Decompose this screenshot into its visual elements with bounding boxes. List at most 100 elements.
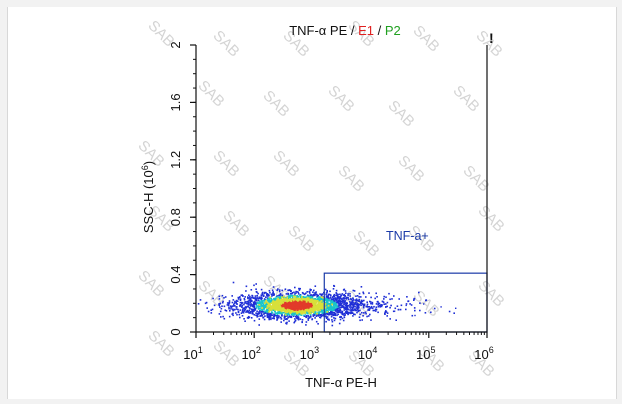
y-tick-label: 1.6 [168,93,183,111]
event-dot [331,324,334,327]
event-dot [340,315,342,318]
event-dot [310,289,312,291]
event-dot [336,311,338,314]
event-dot [311,308,314,310]
event-dot [248,302,250,305]
event-dot [313,314,316,316]
event-dot [286,296,289,299]
event-dot [285,299,287,302]
event-dot [284,318,286,320]
watermark-text: SAB [475,202,508,235]
event-dot [315,320,318,323]
event-dot [295,301,298,303]
event-dot [274,303,277,305]
event-dot [392,310,395,313]
event-dot [232,308,234,310]
event-dot [313,307,316,310]
event-dot [234,308,236,311]
event-dot [386,301,389,304]
event-dot [318,306,321,308]
event-dot [280,304,282,307]
event-dot [280,310,283,313]
event-dot [373,309,376,312]
event-dot [375,303,378,305]
event-dot [338,296,341,298]
event-dot [272,286,275,288]
event-dot [391,298,393,300]
watermark-text: SAB [325,82,358,115]
event-dot [272,316,275,318]
event-dot [296,316,299,319]
event-dot [256,314,258,316]
event-dot [310,296,313,298]
event-dot [319,299,321,302]
event-dot [327,313,329,316]
event-dot [293,315,295,317]
event-dot [318,301,321,304]
event-dot [230,308,232,310]
event-dot [270,297,272,300]
event-dot [268,313,271,315]
event-dot [290,311,292,314]
event-dot [371,307,374,310]
event-dot [246,300,249,303]
event-dot [322,314,324,317]
event-dot [370,305,373,308]
event-dot [332,301,335,303]
event-dot [245,290,247,292]
x-tick-exp: 3 [314,345,319,355]
event-dot [326,291,328,293]
watermark-text: SAB [210,27,243,60]
watermark-text: SAB [210,337,243,370]
event-dot [343,316,346,319]
event-dot [265,296,267,298]
event-dot [339,318,342,321]
event-dot [318,314,320,316]
event-dot [343,312,346,315]
event-dot [259,315,261,317]
event-dot [240,301,243,304]
event-dot [290,313,293,316]
event-dot [286,311,289,314]
event-dot [335,299,338,302]
event-dot [334,307,337,310]
event-dot [261,297,263,300]
event-dot [207,310,210,313]
event-dot [278,310,281,313]
event-dot [350,312,352,315]
event-dot [342,297,344,300]
event-dot [294,310,296,313]
event-dot [343,306,345,309]
x-tick-label: 105 [416,345,435,362]
event-dot [228,300,231,302]
event-dot [283,298,285,300]
event-dot [360,286,363,288]
event-dot [319,298,321,301]
event-dot [267,309,270,312]
event-dot [219,303,221,305]
event-dot [293,311,295,313]
event-dot [377,302,380,304]
event-dot [297,293,300,295]
event-dot [244,308,247,311]
event-dot [430,311,432,314]
event-dot [258,297,261,299]
event-dot [350,309,353,312]
x-tick-base: 10 [358,347,372,362]
event-dot [306,297,309,299]
event-dot [351,307,354,310]
event-dot [325,293,327,296]
watermark-text: SAB [385,97,418,130]
event-dot [315,313,317,315]
event-dot [281,305,284,308]
event-dot [350,306,353,308]
event-dot [269,314,271,316]
watermark-text: SAB [410,22,443,55]
event-dot [320,295,323,297]
event-dot [300,301,303,304]
event-dot [333,317,335,319]
event-dot [313,304,316,307]
event-dot [307,319,310,321]
event-dot [223,317,226,320]
